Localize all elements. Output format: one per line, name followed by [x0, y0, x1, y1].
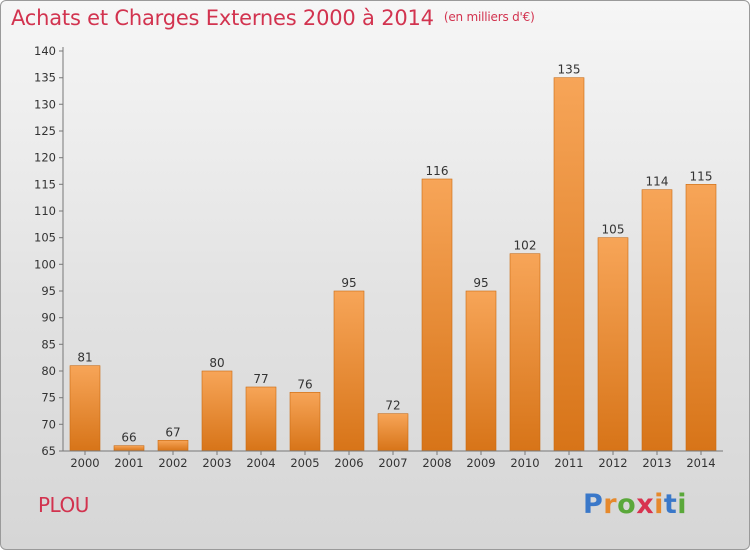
x-tick-label-2010: 2010	[510, 456, 539, 470]
y-tick-label-135: 135	[34, 71, 56, 85]
bar-2007	[377, 413, 409, 452]
y-tick-label-95: 95	[41, 284, 56, 298]
logo-letter: P	[583, 489, 604, 520]
bar-2004	[245, 386, 277, 452]
y-tick-label-110: 110	[34, 204, 56, 218]
bar-value-label-2010: 102	[514, 239, 537, 253]
bar-2010	[509, 253, 541, 452]
x-tick-label-2003: 2003	[202, 456, 231, 470]
chart-title-text: Achats et Charges Externes 2000 à 2014	[11, 6, 434, 30]
chart-title: Achats et Charges Externes 2000 à 2014 (e…	[11, 6, 535, 30]
bar-2005	[289, 391, 321, 452]
y-tick-label-125: 125	[34, 124, 56, 138]
x-tick-label-2014: 2014	[686, 456, 715, 470]
x-tick-label-2009: 2009	[466, 456, 495, 470]
x-tick-label-2011: 2011	[554, 456, 583, 470]
y-tick-label-130: 130	[34, 97, 56, 111]
bar-value-label-2001: 66	[121, 431, 136, 445]
bar-value-label-2000: 81	[77, 351, 92, 365]
x-tick-label-2007: 2007	[378, 456, 407, 470]
bar-value-label-2006: 95	[341, 276, 356, 290]
bar-2009	[465, 290, 497, 452]
bar-2013	[641, 189, 673, 452]
bar-value-label-2014: 115	[690, 169, 713, 183]
y-tick-label-100: 100	[34, 257, 56, 271]
y-tick-label-105: 105	[34, 231, 56, 245]
bar-value-label-2009: 95	[473, 276, 488, 290]
logo-letter: i	[677, 489, 688, 520]
bar-2008	[421, 178, 453, 452]
bar-value-label-2012: 105	[602, 223, 625, 237]
x-tick-label-2000: 2000	[70, 456, 99, 470]
y-tick-label-75: 75	[41, 391, 56, 405]
bar-value-label-2007: 72	[385, 399, 400, 413]
y-tick-label-140: 140	[34, 44, 56, 58]
bar-value-label-2011: 135	[558, 63, 581, 77]
x-tick-label-2001: 2001	[114, 456, 143, 470]
y-tick-label-80: 80	[41, 364, 56, 378]
bar-2011	[553, 77, 585, 452]
bar-2002	[157, 439, 189, 452]
y-tick-label-115: 115	[34, 177, 56, 191]
bar-value-label-2013: 114	[646, 175, 669, 189]
bar-2001	[113, 445, 145, 452]
x-tick-label-2008: 2008	[422, 456, 451, 470]
axis-layer: 2000 2001 2002 2003 2004 2005 2006 2007 2008 2009…	[34, 44, 723, 470]
bar-value-label-2002: 67	[165, 425, 180, 439]
logo-letter: r	[603, 489, 618, 520]
bar-value-label-2005: 76	[297, 377, 312, 391]
y-tick-label-85: 85	[41, 337, 56, 351]
bar-2012	[597, 237, 629, 452]
bar-2000	[69, 365, 101, 452]
x-tick-label-2004: 2004	[246, 456, 275, 470]
y-tick-label-65: 65	[41, 444, 56, 458]
x-tick-label-2006: 2006	[334, 456, 363, 470]
y-tick-label-70: 70	[41, 417, 56, 431]
proxiti-logo: Proxiti	[583, 489, 687, 520]
bar-2003	[201, 370, 233, 452]
bar-value-label-2004: 77	[253, 372, 268, 386]
logo-letter: o	[617, 489, 637, 520]
logo-letter: i	[654, 489, 664, 520]
unit-note: (en milliers d'€)	[443, 10, 535, 24]
bars-layer: 81 66 67 80 77 76 95 72 116 95 102 135 105 114 115	[69, 63, 717, 452]
bar-value-label-2003: 80	[209, 356, 224, 370]
logo-letter: t	[663, 489, 678, 520]
logo-letter: x	[636, 489, 655, 520]
bar-2006	[333, 290, 365, 452]
x-tick-label-2005: 2005	[290, 456, 319, 470]
x-tick-label-2013: 2013	[642, 456, 671, 470]
y-tick-label-90: 90	[41, 311, 56, 325]
bar-2014	[685, 184, 717, 452]
x-tick-label-2002: 2002	[158, 456, 187, 470]
bar-value-label-2008: 116	[426, 164, 449, 178]
commune-name: PLOU	[38, 493, 89, 517]
y-tick-label-120: 120	[34, 151, 56, 165]
x-tick-label-2012: 2012	[598, 456, 627, 470]
